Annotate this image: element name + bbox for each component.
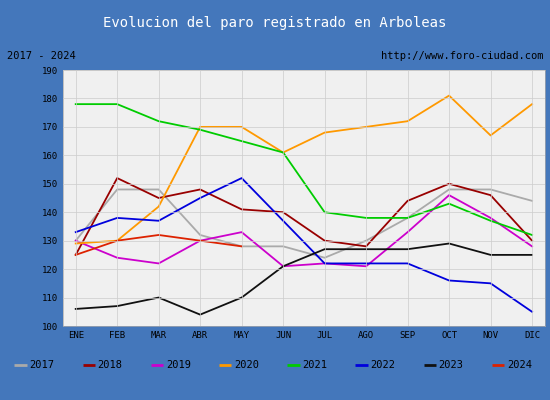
Text: 2022: 2022 [371,360,395,370]
Text: 2024: 2024 [507,360,532,370]
Text: http://www.foro-ciudad.com: http://www.foro-ciudad.com [381,51,543,61]
Text: 2019: 2019 [166,360,191,370]
Text: 2023: 2023 [439,360,464,370]
Text: 2018: 2018 [98,360,123,370]
Text: 2017: 2017 [30,360,54,370]
Text: Evolucion del paro registrado en Arboleas: Evolucion del paro registrado en Arbolea… [103,16,447,30]
Text: 2021: 2021 [302,360,327,370]
Text: 2020: 2020 [234,360,259,370]
Text: 2017 - 2024: 2017 - 2024 [7,51,75,61]
